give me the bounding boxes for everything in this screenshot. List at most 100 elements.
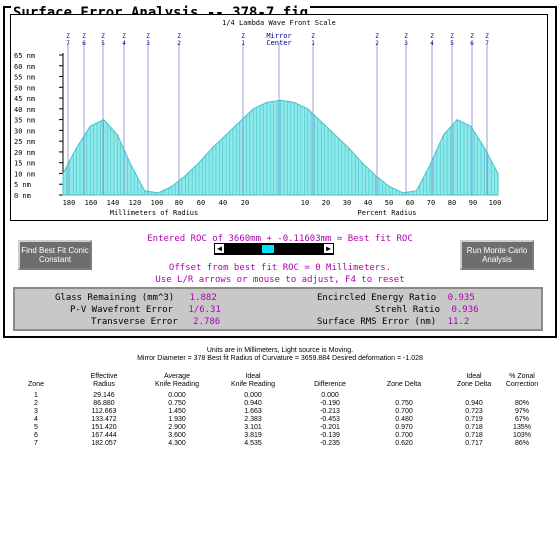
x-tick-label: 100 (489, 199, 502, 207)
y-tick-label: 65 nm (14, 52, 35, 60)
table-cell: 3.819 (244, 432, 262, 439)
y-tick-label: 10 nm (14, 170, 35, 178)
right-arrow-icon[interactable]: ▶ (324, 244, 333, 253)
y-tick-label: 60 nm (14, 63, 35, 71)
x-tick-label: 10 (301, 199, 309, 207)
transverse-error-value: 2.786 (193, 317, 221, 327)
y-tick-label: 40 nm (14, 106, 35, 114)
table-header: Effective (90, 373, 118, 380)
zone-marker-number: 6 (470, 40, 474, 47)
table-cell: 3.101 (244, 424, 262, 431)
table-header: Zone (28, 381, 44, 388)
table-cell: 86% (514, 440, 529, 447)
table-cell: 0.480 (395, 416, 413, 423)
zone-marker-number: 4 (430, 40, 434, 47)
table-cell: 0.718 (465, 424, 483, 431)
roc-adjust-slider[interactable]: ◀ ▶ (214, 243, 334, 255)
table-header: Correction (505, 381, 539, 388)
zone-marker-label: Z (404, 33, 408, 40)
pv-wavefront-value: 1/6.31 (188, 305, 221, 315)
x-tick-label: 70 (427, 199, 435, 207)
table-cell: 103% (513, 432, 531, 439)
x-tick-label: 80 (175, 199, 183, 207)
table-cell: 3.600 (168, 432, 186, 439)
table-cell: 135% (513, 424, 531, 431)
table-cell: -0.201 (320, 424, 340, 431)
zone-marker-label: Z (66, 33, 70, 40)
table-cell: -0.235 (320, 440, 340, 447)
table-header: Knife Reading (155, 381, 199, 388)
x-tick-label: 60 (406, 199, 414, 207)
zone-marker-number: 5 (101, 40, 105, 47)
table-cell: -0.139 (320, 432, 340, 439)
y-tick-label: 5 nm (14, 181, 31, 189)
mirror-label: Mirror (266, 32, 291, 40)
run-monte-carlo-button[interactable]: Run Monte Carlo Analysis (460, 240, 534, 270)
zone-marker-label: Z (82, 33, 86, 40)
table-cell: 0.000 (168, 392, 186, 399)
table-cell: 0.000 (244, 392, 262, 399)
surface-rms-value: 11.2 (447, 317, 470, 327)
table-header: Ideal (245, 373, 261, 380)
transverse-error-label: Transverse Error (91, 317, 178, 327)
y-tick-label: 35 nm (14, 117, 35, 125)
roc-message: Entered ROC of 3660mm + -0.11603mm = Bes… (147, 234, 413, 244)
table-cell: 2.383 (244, 416, 262, 423)
zone-marker-number: 4 (122, 40, 126, 47)
y-tick-label: 0 nm (14, 192, 31, 200)
table-header: Zone Delta (456, 381, 492, 388)
left-arrow-icon[interactable]: ◀ (215, 244, 224, 253)
zone-marker-label: Z (470, 33, 474, 40)
table-cell: -0.213 (320, 408, 340, 415)
slider-thumb[interactable] (262, 245, 274, 253)
x-tick-label: 100 (151, 199, 164, 207)
report-units-line: Units are in Millimeters, Light source i… (206, 347, 354, 354)
center-label: Center (266, 39, 291, 47)
glass-remaining-label: Glass Remaining (mm^3) (55, 293, 175, 303)
pv-wavefront-label: P-V Wavefront Error (70, 305, 173, 315)
table-cell: 1.450 (168, 408, 186, 415)
adjust-message: Use L/R arrows or mouse to adjust, F4 to… (155, 275, 405, 285)
table-header: Ideal (466, 373, 482, 380)
x-tick-label: 80 (448, 199, 456, 207)
table-header: Knife Reading (231, 381, 275, 388)
encircled-energy-label: Encircled Energy Ratio (317, 293, 437, 303)
zone-marker-number: 7 (66, 40, 70, 47)
zone-marker-number: 3 (146, 40, 150, 47)
x-tick-label: 160 (85, 199, 98, 207)
table-cell: 1.930 (168, 416, 186, 423)
surface-rms-label: Surface RMS Error (nm) (317, 317, 437, 327)
y-tick-label: 15 nm (14, 160, 35, 168)
find-best-fit-conic-button[interactable]: Find Best Fit Conic Constant (18, 240, 92, 270)
zone-marker-label: Z (311, 33, 315, 40)
zone-marker-label: Z (122, 33, 126, 40)
y-tick-label: 50 nm (14, 84, 35, 92)
zone-marker-label: Z (241, 33, 245, 40)
y-tick-label: 30 nm (14, 127, 35, 135)
table-cell: 133.472 (91, 416, 117, 423)
zone-marker-label: Z (375, 33, 379, 40)
y-tick-label: 25 nm (14, 138, 35, 146)
zone-marker-label: Z (146, 33, 150, 40)
x-axis-label-left: Millimeters of Radius (110, 209, 199, 217)
chart-title: 1/4 Lambda Wave Front Scale (222, 19, 336, 27)
zone-marker-label: Z (430, 33, 434, 40)
y-tick-label: 55 nm (14, 74, 35, 82)
table-cell: 0.750 (395, 400, 413, 407)
table-cell: 2.900 (168, 424, 186, 431)
table-cell: -0.453 (320, 416, 340, 423)
zone-marker-number: 2 (177, 40, 181, 47)
y-tick-label: 45 nm (14, 95, 35, 103)
table-cell: 3 (34, 408, 38, 415)
table-cell: 0.970 (395, 424, 413, 431)
table-cell: 1 (34, 392, 38, 399)
x-axis-label-right: Percent Radius (357, 209, 416, 217)
stats-panel: Glass Remaining (mm^3) 1.882 P-V Wavefro… (13, 287, 543, 331)
x-tick-label: 60 (197, 199, 205, 207)
table-cell: 0.719 (465, 416, 483, 423)
zone-marker-number: 1 (241, 40, 245, 47)
table-cell: 0.620 (395, 440, 413, 447)
table-cell: 112.663 (91, 408, 117, 415)
zone-marker-number: 2 (375, 40, 379, 47)
table-header: Radius (93, 381, 115, 388)
